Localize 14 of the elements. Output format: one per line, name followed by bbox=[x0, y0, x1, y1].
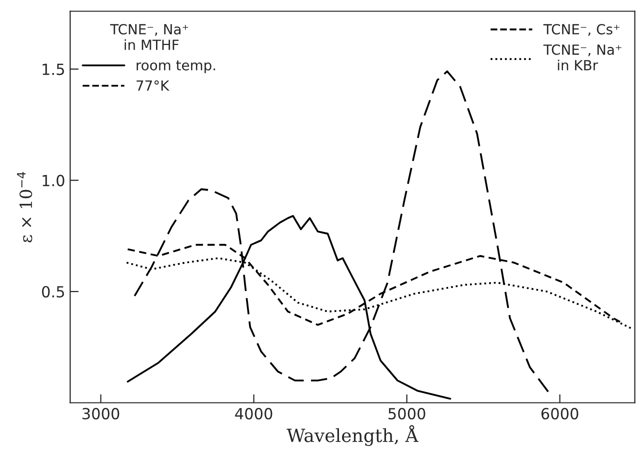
x-tick-label: 6000 bbox=[541, 408, 578, 420]
y-tick-label: 0.5 bbox=[42, 286, 64, 298]
x-tick-label: 5000 bbox=[388, 408, 426, 420]
x-tick-label: 4000 bbox=[235, 408, 272, 420]
x-axis-title: Wavelength, Å bbox=[286, 425, 419, 446]
legend-label: room temp. bbox=[136, 60, 216, 74]
legend-label: TCNE⁻, Cs⁺ bbox=[543, 24, 620, 36]
y-axis-title: ε × 10$^{−4}$ bbox=[17, 172, 32, 242]
legend-label: 77°K bbox=[136, 80, 170, 91]
y-tick-label: 1.0 bbox=[42, 174, 64, 186]
x-tick-label: 3000 bbox=[82, 408, 120, 420]
legend-title: TCNE⁻, Na⁺ in MTHF bbox=[110, 24, 188, 50]
y-tick-label: 1.5 bbox=[42, 64, 64, 76]
legend-label: TCNE⁻, Na⁺ in KBr bbox=[543, 44, 622, 70]
